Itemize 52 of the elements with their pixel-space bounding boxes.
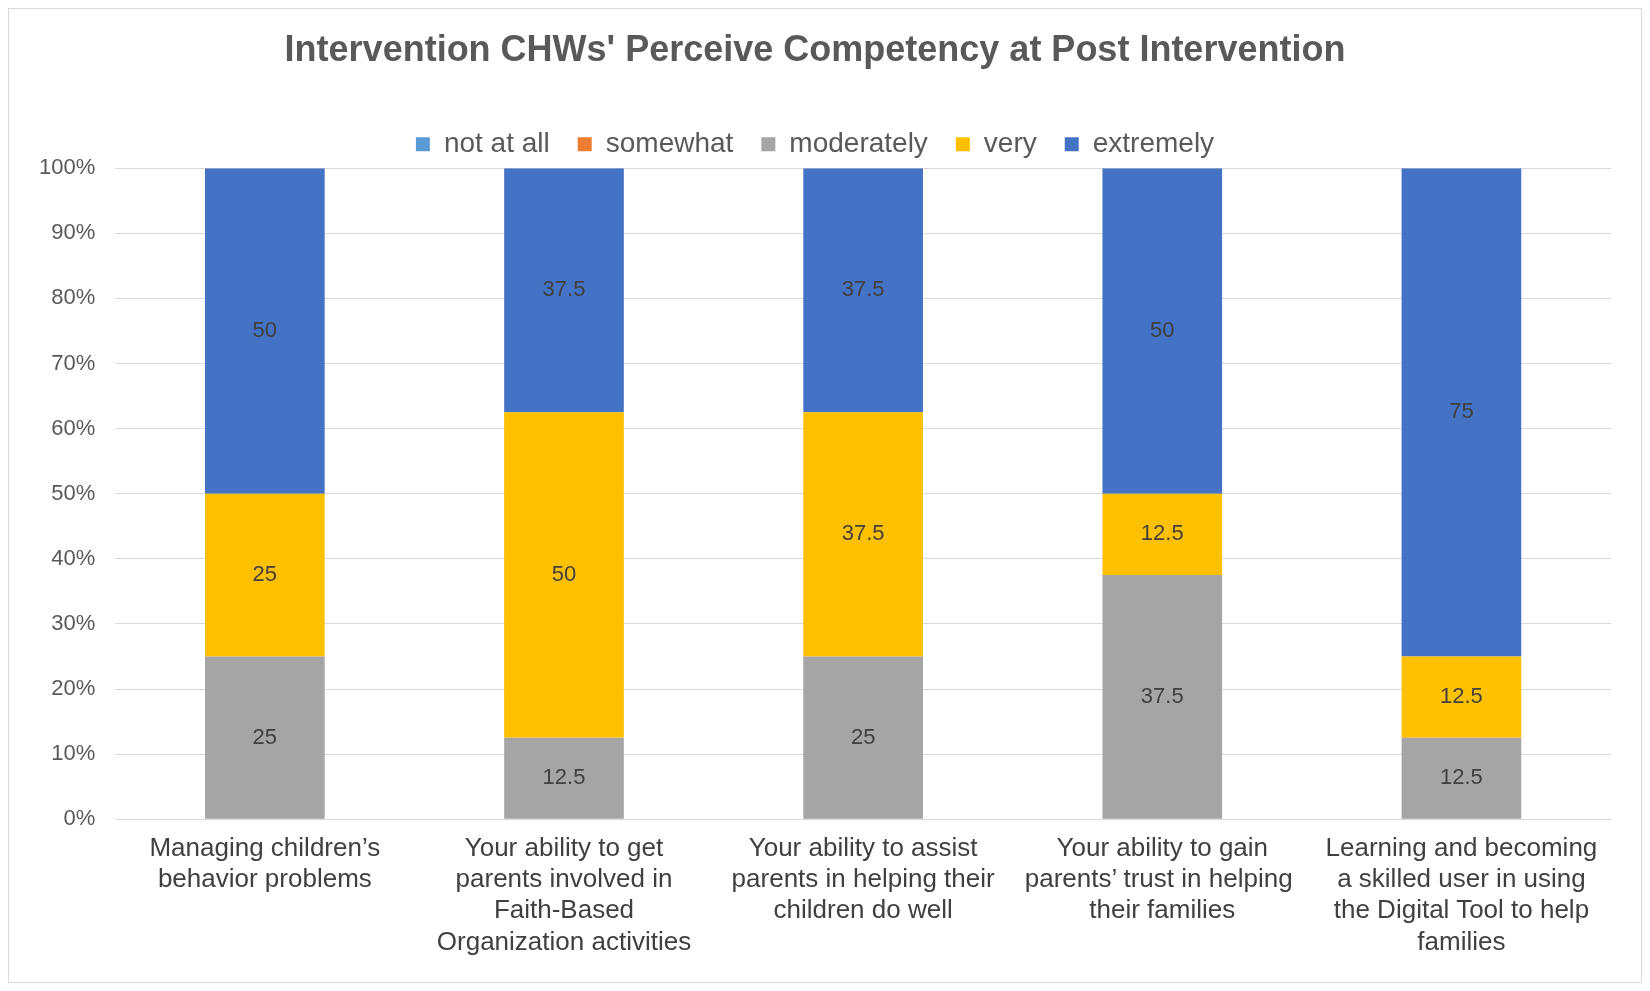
- x-tick-label: Learning and becoming a skilled user in using the Digital Tool to help families: [1325, 831, 1598, 956]
- bar: [1401, 168, 1522, 657]
- bar: [205, 168, 325, 494]
- y-tick-label: 20%: [51, 675, 96, 701]
- y-tick-label: 100%: [38, 154, 96, 180]
- legend-label: not at all: [443, 126, 550, 158]
- y-tick-label: 70%: [51, 349, 96, 375]
- bar: [504, 168, 624, 413]
- data-label: 37.5: [1140, 682, 1184, 708]
- bar: [504, 737, 624, 819]
- data-label: 25: [252, 561, 278, 587]
- x-tick-label: Your ability to gain parents’ trust in helping their families: [1024, 831, 1300, 925]
- data-label: 50: [1150, 317, 1175, 343]
- data-label: 12.5: [542, 764, 586, 790]
- y-tick-label: 10%: [51, 740, 96, 766]
- data-label: 75: [1449, 398, 1474, 424]
- bar: [504, 412, 624, 738]
- bar: [1401, 656, 1522, 738]
- y-tick-label: 40%: [51, 544, 96, 570]
- x-tick-label: Your ability to get parents involved in Faith-Based Organization activities: [436, 831, 692, 956]
- bar: [1401, 737, 1522, 819]
- chart-title: Intervention CHWs' Perceive Competency at Post Intervention: [284, 27, 1346, 69]
- y-tick-label: 0%: [63, 805, 96, 831]
- bar: [1102, 575, 1223, 819]
- x-tick-label: Managing children’s behavior problems: [149, 831, 381, 894]
- bar: [803, 168, 923, 413]
- y-tick-label: 30%: [51, 609, 96, 635]
- legend-label: extremely: [1092, 126, 1215, 158]
- data-label: 50: [252, 317, 278, 343]
- x-tick-label: Your ability to assist parents in helping their children do well: [731, 831, 995, 925]
- data-label: 37.5: [841, 520, 885, 546]
- data-label: 12.5: [1140, 520, 1184, 546]
- data-label: 25: [850, 723, 876, 749]
- bar: [205, 656, 325, 819]
- y-tick-label: 90%: [51, 219, 96, 245]
- legend-label: very: [983, 126, 1037, 158]
- data-label: 37.5: [841, 276, 885, 302]
- y-tick-label: 60%: [51, 414, 96, 440]
- bar: [803, 412, 923, 657]
- legend-label: moderately: [789, 126, 928, 158]
- data-label: 50: [551, 561, 577, 587]
- data-label: 25: [252, 723, 278, 749]
- y-tick-label: 80%: [51, 284, 96, 310]
- bar: [803, 656, 923, 819]
- data-label: 12.5: [1440, 764, 1483, 790]
- data-label: 37.5: [542, 276, 586, 302]
- data-label: 12.5: [1440, 683, 1483, 709]
- y-tick-label: 50%: [51, 479, 96, 505]
- bar: [205, 493, 325, 657]
- bar: [1102, 493, 1223, 576]
- bar: [1102, 168, 1223, 494]
- legend-label: somewhat: [605, 126, 734, 158]
